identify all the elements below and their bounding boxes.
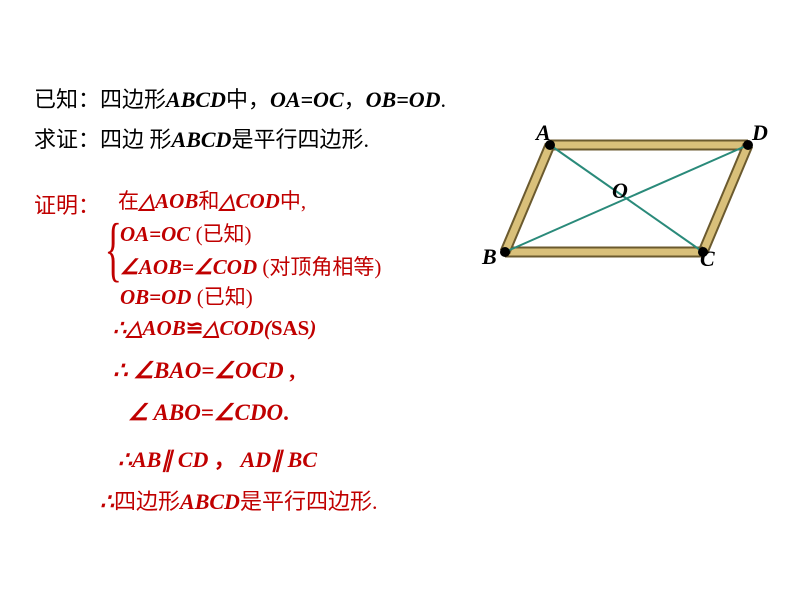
prove-prefix: 求证：四边 形	[34, 127, 172, 152]
step1-t2: △COD	[219, 189, 280, 213]
proof-step-2: ∴△AOB≌△COD(SAS)	[113, 316, 316, 341]
step2-t2: △COD(	[203, 316, 270, 340]
given-prefix: 已知：四边形	[34, 87, 166, 112]
proof-step-6: ∴四边形ABCD是平行四边形.	[100, 484, 377, 516]
step5-sym: ∴	[118, 447, 132, 472]
step2-sym: ∴	[113, 316, 126, 340]
step6-sym: ∴	[100, 489, 114, 514]
given-period: .	[441, 87, 447, 112]
step2-cong: ≌	[186, 316, 204, 340]
step5-p2: AD∥ BC	[236, 447, 317, 472]
proof-label: 证明：	[34, 188, 100, 220]
step3-eq: ∠BAO=∠OCD	[133, 358, 289, 383]
proof-cond-1: OA=OC (已知)	[120, 218, 252, 248]
given-eq2: OB=OD	[366, 87, 441, 112]
step3-sym: ∴	[113, 358, 133, 383]
prove-suffix: 是平行四边形.	[231, 127, 369, 152]
prove-line: 求证：四边 形ABCD是平行四边形.	[34, 122, 369, 154]
step6-abcd: ABCD	[180, 489, 240, 514]
vertex-label-o: O	[612, 178, 628, 204]
proof-step-1: 在△AOB和△COD中,	[118, 185, 306, 215]
step1-cn3: 中,	[280, 189, 306, 213]
diagram-svg	[490, 130, 780, 280]
given-line: 已知：四边形ABCD中，OA=OC，OB=OD.	[34, 82, 446, 114]
parallelogram-diagram: A D B C O	[490, 130, 780, 280]
given-abcd: ABCD	[166, 87, 226, 112]
vertex-label-c: C	[700, 246, 715, 272]
cond3-eq: OB=OD	[120, 285, 191, 309]
proof-cond-3: OB=OD (已知)	[120, 281, 253, 311]
step5-p1: AB∥ CD	[132, 447, 214, 472]
vertex-label-b: B	[482, 244, 497, 270]
cond3-note: (已知)	[191, 285, 252, 309]
step2-t1: △AOB	[126, 316, 185, 340]
step6-cn2: 是平行四边形.	[240, 489, 378, 514]
cond2-eq: ∠AOB=∠COD	[120, 255, 257, 279]
step4-period: .	[283, 400, 289, 425]
proof-step-5: ∴AB∥ CD ， AD∥ BC	[118, 442, 317, 474]
proof-step-3: ∴ ∠BAO=∠OCD ,	[113, 358, 295, 384]
proof-cond-2: ∠AOB=∠COD (对顶角相等)	[120, 251, 381, 281]
vertex-label-a: A	[536, 120, 551, 146]
proof-label-text: 证明：	[34, 193, 100, 218]
vertex-label-d: D	[752, 120, 768, 146]
cond1-note: (已知)	[190, 222, 251, 246]
step6-cn: 四边形	[114, 489, 180, 514]
given-comma: ，	[344, 87, 366, 112]
prove-abcd: ABCD	[172, 127, 232, 152]
step2-sas: SAS	[271, 316, 310, 340]
step3-comma: ,	[289, 358, 295, 383]
step5-comma: ，	[214, 447, 236, 472]
cond1-eq: OA=OC	[120, 222, 190, 246]
cond2-note: (对顶角相等)	[257, 255, 381, 279]
step2-close: )	[309, 316, 316, 340]
proof-step-4: ∠ ABO=∠CDO.	[128, 400, 289, 426]
step1-cn2: 和	[198, 189, 219, 213]
given-eq1: OA=OC	[270, 87, 344, 112]
step4-eq: ∠ ABO=∠CDO	[128, 400, 283, 425]
step1-t1: △AOB	[139, 189, 198, 213]
given-mid: 中，	[226, 87, 270, 112]
